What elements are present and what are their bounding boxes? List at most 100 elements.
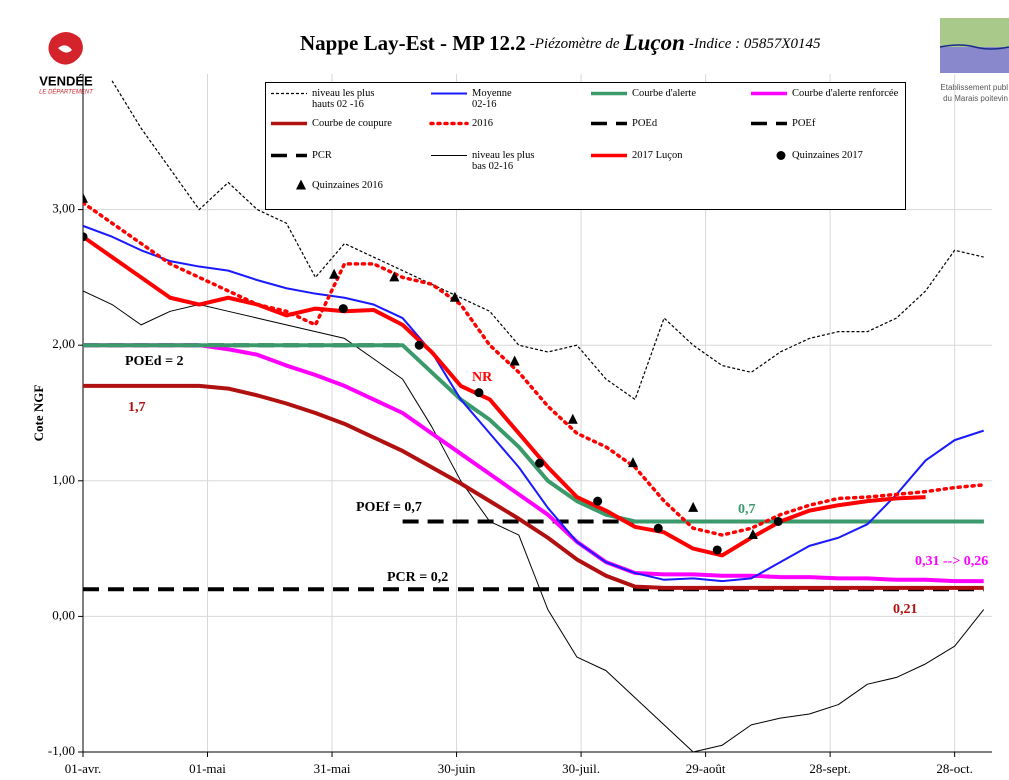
legend-label: Courbe d'alerte renforcée [792, 88, 899, 99]
annotation: NR [472, 370, 493, 385]
logo-text: du Marais poitevin [943, 94, 1008, 103]
annotation: PCR = 0,2 [387, 570, 448, 585]
y-tick-label: 1,00 [52, 472, 75, 487]
legend-item: Moyenne 02-16 [429, 88, 512, 110]
legend-item: POEd [589, 118, 657, 129]
series-line [83, 235, 926, 558]
marker [329, 268, 340, 279]
legend-label: Quinzaines 2017 [792, 150, 863, 161]
marker [712, 545, 722, 555]
logo-left: VENDÉE LE DÉPARTEMENT [39, 32, 94, 96]
legend-item: Courbe de coupure [269, 118, 392, 129]
logo-text: VENDÉE [39, 73, 93, 88]
legend-swatch [271, 92, 307, 95]
legend-swatch [751, 121, 787, 126]
series-line [83, 224, 985, 583]
marker [414, 340, 424, 350]
marker [474, 388, 484, 398]
annotation: 0,31 --> 0,26 [915, 554, 988, 569]
logo-subtext: LE DÉPARTEMENT [39, 89, 94, 96]
legend-label: Courbe d'alerte [632, 88, 696, 99]
legend-swatch [591, 121, 627, 126]
legend-swatch [296, 180, 306, 190]
x-tick-label: 30-juil. [562, 761, 600, 776]
plot [83, 80, 986, 753]
marker [688, 501, 699, 512]
annotation: POEd = 2 [125, 354, 184, 369]
legend-label: POEf [792, 118, 816, 129]
series-line [83, 201, 986, 537]
legend-item: Courbe d'alerte renforcée [749, 88, 898, 99]
marker [535, 458, 545, 468]
marker [296, 180, 306, 190]
title-index: -Indice : 05857X0145 [689, 36, 821, 52]
x-tick-label: 28-oct. [936, 761, 972, 776]
legend-swatch [271, 121, 307, 126]
legend-item: Quinzaines 2016 [269, 180, 383, 191]
legend-item: 2017 Luçon [589, 150, 682, 161]
title-part: -Piézomètre de [530, 36, 620, 52]
x-tick-label: 01-avr. [65, 761, 101, 776]
legend-label: POEd [632, 118, 658, 129]
legend-swatch [751, 91, 787, 96]
marker [773, 516, 783, 526]
series-line [83, 343, 984, 524]
title-main: Nappe Lay-Est - MP 12.2 [300, 31, 526, 55]
y-tick-label: 3,00 [52, 201, 75, 216]
marker [593, 496, 603, 506]
marker [83, 232, 88, 242]
legend-item: niveau les plus bas 02-16 [429, 150, 534, 172]
chart-title: Nappe Lay-Est - MP 12.2 -Piézomètre de L… [300, 30, 821, 55]
legend-swatch [271, 153, 307, 158]
legend-label: 2016 [472, 118, 493, 129]
legend-item: Courbe d'alerte [589, 88, 696, 99]
legend-swatch [776, 151, 786, 160]
annotation: POEf = 0,7 [356, 500, 422, 515]
legend-swatch [591, 91, 627, 96]
legend-swatch [591, 153, 627, 158]
marker [627, 457, 638, 468]
x-tick-label: 29-août [686, 761, 726, 776]
series-line [83, 343, 984, 584]
legend-label: Courbe de coupure [312, 118, 392, 129]
annotation: 1,7 [128, 400, 146, 415]
legend-item: 2016 [429, 118, 493, 129]
marker [653, 523, 663, 533]
x-tick-label: 30-juin [438, 761, 476, 776]
title-place: Luçon [623, 30, 685, 55]
marker [747, 529, 758, 540]
legend-swatch [431, 92, 467, 95]
legend-label: niveau les plus bas 02-16 [472, 150, 535, 172]
legend-swatch [431, 155, 467, 156]
legend-item: PCR [269, 150, 332, 161]
marker [776, 151, 786, 160]
legend-swatch [429, 121, 469, 126]
x-tick-label: 31-mai [314, 761, 351, 776]
series-line [111, 80, 984, 401]
y-axis-label: Cote NGF [31, 385, 46, 442]
legend-item: Quinzaines 2017 [749, 150, 863, 161]
legend-label: PCR [312, 150, 332, 161]
legend: niveau les plus hauts 02 -16 Moyenne 02-1… [265, 82, 906, 210]
marker [338, 304, 348, 314]
marker [83, 192, 88, 203]
legend-item: POEf [749, 118, 815, 129]
legend-item: niveau les plus hauts 02 -16 [269, 88, 374, 110]
legend-label: 2017 Luçon [632, 150, 683, 161]
legend-label: Quinzaines 2016 [312, 180, 383, 191]
marker [449, 291, 460, 302]
y-tick-label: 0,00 [52, 607, 75, 622]
x-tick-label: 01-mai [189, 761, 226, 776]
annotation: 0,21 [893, 602, 918, 617]
logo-shape [58, 45, 72, 53]
y-tick-label: -1,00 [48, 743, 75, 758]
marker [509, 355, 520, 366]
logo-shape [940, 18, 1009, 47]
series-line [83, 290, 985, 753]
logo-shape [940, 47, 1009, 73]
annotation: 0,7 [738, 502, 756, 517]
legend-label: Moyenne 02-16 [472, 88, 512, 110]
logo-right: Etablissement publ du Marais poitevin [939, 18, 1009, 103]
logo-shape [939, 44, 1009, 50]
